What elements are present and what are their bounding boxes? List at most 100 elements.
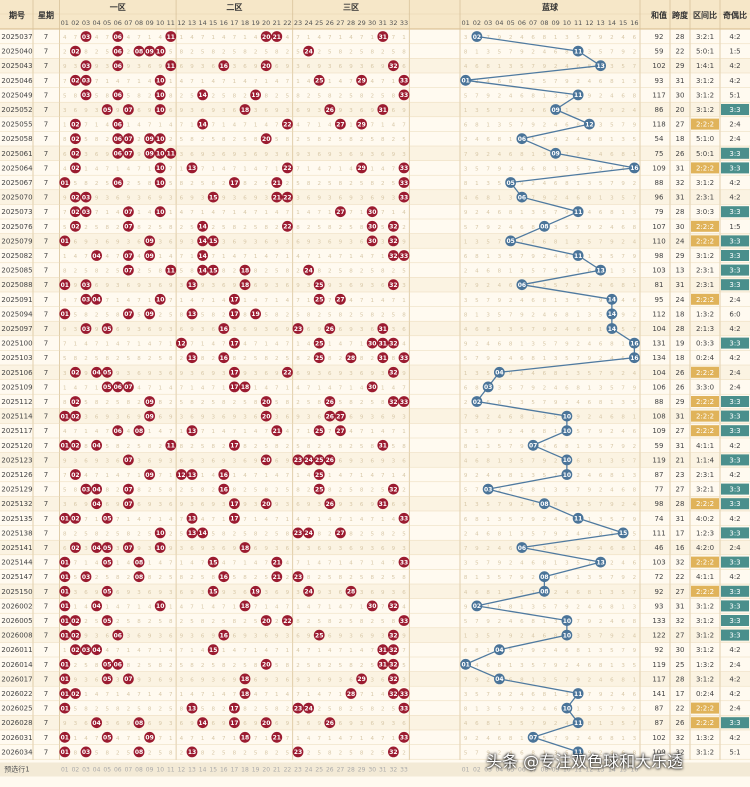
sum-cell: 74 <box>655 515 664 523</box>
blue-miss-count: 3 <box>621 400 625 406</box>
red-ball-number: 32 <box>389 676 397 683</box>
miss-count: 9 <box>286 721 290 727</box>
weekday-cell: 7 <box>44 281 48 289</box>
miss-count: 6 <box>180 64 184 70</box>
miss-count: 6 <box>317 415 321 421</box>
red-ball-number: 17 <box>230 384 238 391</box>
miss-count: 2 <box>180 619 184 625</box>
blue-miss-count: 3 <box>486 312 490 318</box>
miss-count: 2 <box>243 225 247 231</box>
weekday-cell: 7 <box>44 223 48 231</box>
blue-miss-count: 2 <box>588 152 592 158</box>
blue-miss-count: 9 <box>464 210 468 216</box>
blue-ball-number: 09 <box>551 151 559 158</box>
red-ball-number: 08 <box>135 749 143 756</box>
blue-miss-count: 2 <box>475 736 479 742</box>
blue-miss-count: 6 <box>576 458 580 464</box>
red-ball-number: 21 <box>273 559 281 566</box>
blue-miss-count: 2 <box>520 371 524 377</box>
blue-miss-count: 3 <box>588 181 592 187</box>
miss-count: 1 <box>243 561 247 567</box>
miss-count: 1 <box>286 385 290 391</box>
sum-cell: 87 <box>655 471 664 479</box>
miss-count: 6 <box>381 152 385 158</box>
miss-count: 1 <box>222 254 226 260</box>
weekday-cell: 7 <box>44 296 48 304</box>
miss-count: 7 <box>286 473 290 479</box>
red-ball-number: 03 <box>82 574 90 581</box>
header-sum: 和值 <box>651 10 667 20</box>
span-cell: 29 <box>676 398 685 406</box>
blue-miss-count: 5 <box>520 458 524 464</box>
blue-miss-count: 6 <box>475 327 479 333</box>
miss-count: 8 <box>190 269 194 275</box>
miss-count: 5 <box>339 400 343 406</box>
blue-miss-count: 4 <box>543 312 547 318</box>
miss-count: 2 <box>148 619 152 625</box>
miss-count: 3 <box>243 415 247 421</box>
sum-cell: 79 <box>655 208 664 216</box>
red-ball <box>398 89 410 101</box>
miss-count: 4 <box>317 166 321 172</box>
blue-miss-count: 1 <box>610 137 614 143</box>
blue-miss-count: 5 <box>565 356 569 362</box>
miss-count: 9 <box>222 590 226 596</box>
miss-count: 6 <box>169 634 173 640</box>
miss-count: 1 <box>180 166 184 172</box>
span-cell: 31 <box>676 515 685 523</box>
miss-count: 6 <box>264 108 268 114</box>
blue-miss-count: 8 <box>610 473 614 479</box>
miss-count: 6 <box>158 283 162 289</box>
blue-miss-count: 9 <box>621 575 625 581</box>
blue-miss-count: 1 <box>475 444 479 450</box>
miss-count: 4 <box>402 473 406 479</box>
miss-count: 2 <box>339 619 343 625</box>
blue-miss-count: 8 <box>464 444 468 450</box>
miss-count: 2 <box>286 312 290 318</box>
miss-count: 6 <box>95 283 99 289</box>
red-ball-number: 32 <box>389 486 397 493</box>
blue-miss-count: 6 <box>509 415 513 421</box>
miss-count: 2 <box>63 50 67 56</box>
blue-miss-count: 8 <box>509 473 513 479</box>
blue-miss-count: 3 <box>633 473 637 479</box>
odd-even-badge <box>721 235 749 247</box>
miss-count: 8 <box>74 750 78 756</box>
miss-count: 8 <box>137 225 141 231</box>
red-ball-number: 31 <box>379 34 387 41</box>
miss-count: 9 <box>339 108 343 114</box>
red-ball-number: 13 <box>188 705 196 712</box>
red-ball-number: 02 <box>71 136 79 143</box>
red-ball-number: 06 <box>114 63 122 70</box>
blue-miss-count: 2 <box>531 707 535 713</box>
sum-cell: 133 <box>652 617 665 625</box>
miss-count: 6 <box>254 677 258 683</box>
miss-count: 1 <box>201 79 205 85</box>
miss-count: 8 <box>296 488 300 494</box>
miss-count: 3 <box>148 546 152 552</box>
miss-count: 7 <box>360 35 364 41</box>
miss-count: 8 <box>307 181 311 187</box>
red-ball-number: 06 <box>114 384 122 391</box>
blue-miss-count: 6 <box>588 137 592 143</box>
blue-miss-count: 8 <box>599 400 603 406</box>
miss-count: 2 <box>169 531 173 537</box>
blue-miss-count: 7 <box>565 546 569 552</box>
miss-count: 2 <box>296 663 300 669</box>
miss-count: 2 <box>105 137 109 143</box>
red-ball-number: 03 <box>82 326 90 333</box>
miss-count: 3 <box>95 108 99 114</box>
red-ball-number: 33 <box>400 705 408 712</box>
miss-count: 1 <box>63 123 67 129</box>
miss-count: 2 <box>307 750 311 756</box>
blue-miss-count: 6 <box>520 93 524 99</box>
miss-count: 4 <box>95 166 99 172</box>
miss-count: 1 <box>296 473 300 479</box>
footer-red-number: 03 <box>82 767 90 774</box>
miss-count: 6 <box>180 327 184 333</box>
odd-even-cell: 4:2 <box>729 515 740 523</box>
blue-miss-count: 6 <box>610 283 614 289</box>
miss-count: 1 <box>360 210 364 216</box>
blue-miss-count: 4 <box>588 473 592 479</box>
miss-count: 8 <box>169 488 173 494</box>
